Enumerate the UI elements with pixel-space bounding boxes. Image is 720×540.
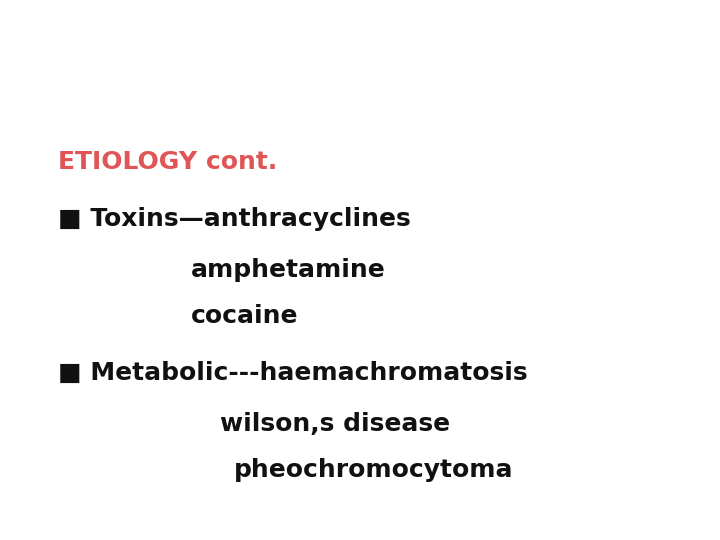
Text: wilson,s disease: wilson,s disease: [220, 412, 450, 436]
Text: ■ Metabolic---haemachromatosis: ■ Metabolic---haemachromatosis: [58, 361, 527, 384]
Text: ■ Toxins—anthracyclines: ■ Toxins—anthracyclines: [58, 207, 410, 231]
Text: amphetamine: amphetamine: [191, 258, 385, 282]
Text: cocaine: cocaine: [191, 304, 298, 328]
Text: pheochromocytoma: pheochromocytoma: [234, 458, 513, 482]
Text: ETIOLOGY cont.: ETIOLOGY cont.: [58, 150, 277, 174]
